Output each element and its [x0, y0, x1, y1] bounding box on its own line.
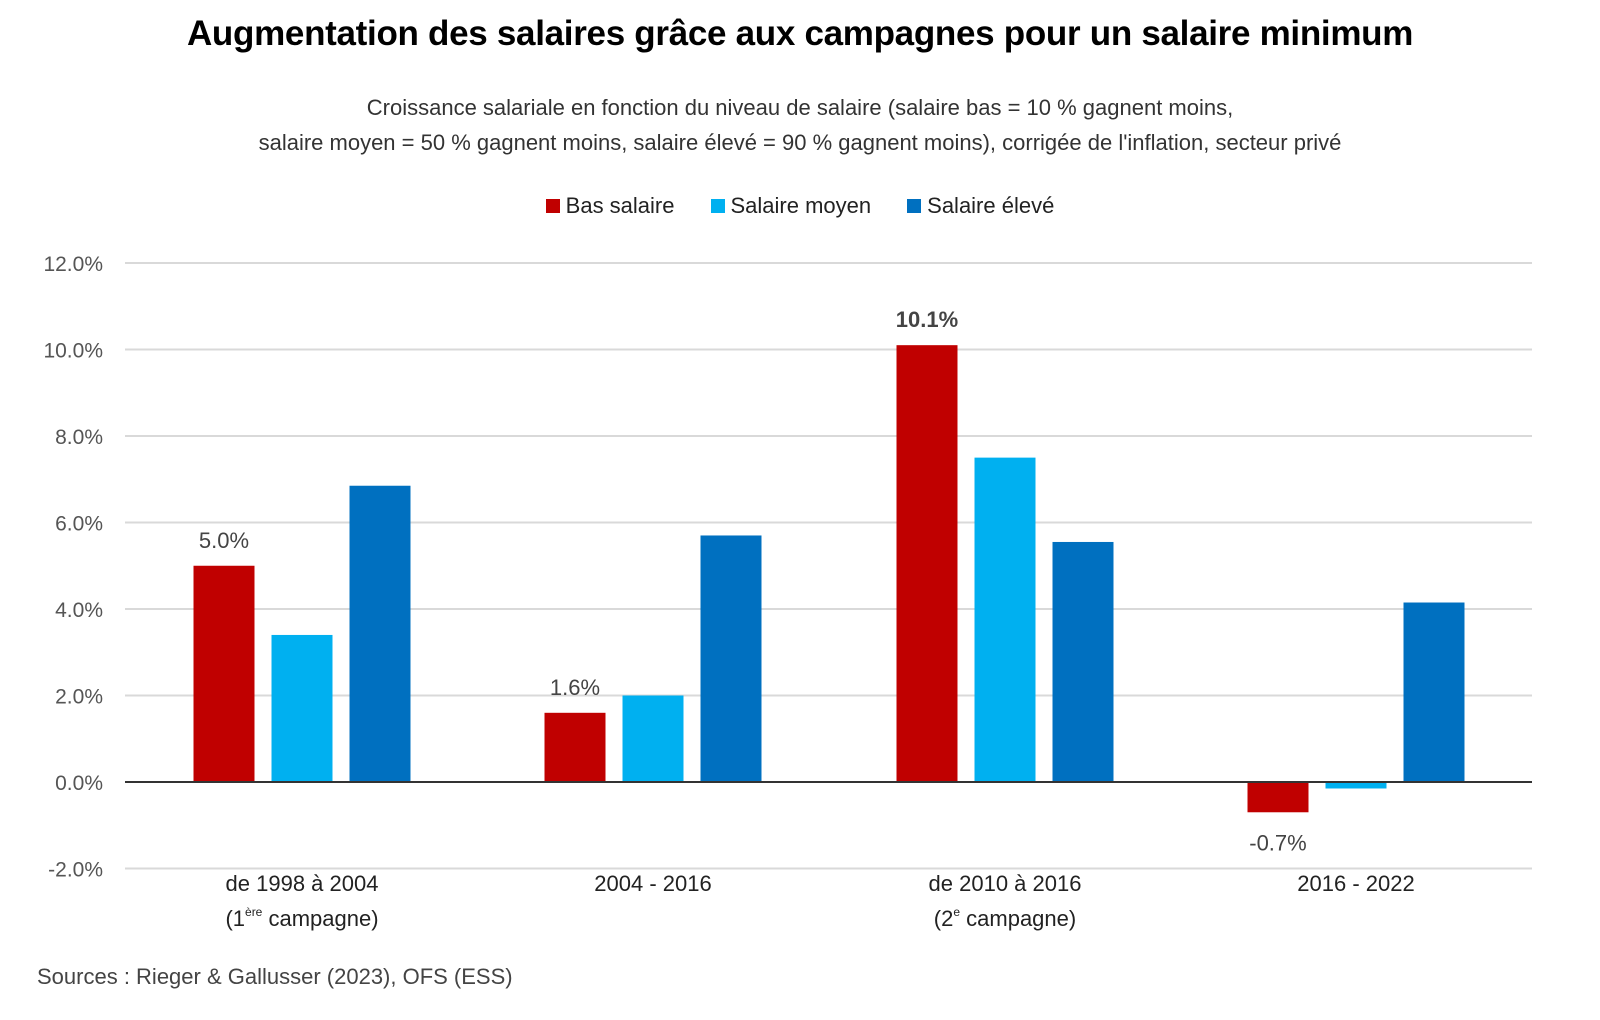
gridlines	[125, 262, 1532, 870]
bar-bas-salaire-3	[896, 345, 958, 782]
y-tick-label: 0.0%	[55, 772, 103, 795]
y-tick-label: 12.0%	[43, 253, 103, 276]
bar-salaire-eleve-4	[1403, 602, 1465, 782]
data-label: 1.6%	[550, 675, 600, 700]
bar-bas-salaire-1	[193, 565, 255, 782]
x-category-label: 2016 - 2022	[1297, 871, 1414, 896]
y-tick-label: 8.0%	[55, 426, 103, 449]
bar-bas-salaire-2	[544, 712, 606, 782]
x-axis-category-labels: de 1998 à 2004 (1ère campagne) 2004 - 2016…	[225, 871, 1414, 931]
bar-bas-salaire-4	[1247, 782, 1309, 813]
bar-salaire-eleve-2	[700, 535, 762, 782]
bar-salaire-eleve-3	[1052, 541, 1114, 782]
y-tick-label: 4.0%	[55, 599, 103, 622]
legend-label-salaire-eleve: Salaire élevé	[927, 193, 1055, 218]
y-tick-label: -2.0%	[48, 859, 103, 882]
y-tick-label: 2.0%	[55, 686, 103, 709]
legend-swatch-salaire-eleve	[907, 199, 922, 213]
x-category-sublabel: (1ère campagne)	[225, 905, 378, 931]
chart-subtitle-line-2: salaire moyen = 50 % gagnent moins, sala…	[258, 130, 1342, 155]
legend-swatch-bas-salaire	[545, 199, 560, 213]
legend-swatch-salaire-moyen	[710, 199, 725, 213]
legend-label-bas-salaire: Bas salaire	[565, 193, 675, 218]
legend-item-salaire-eleve: Salaire élevé	[907, 193, 1054, 219]
chart-title: Augmentation des salaires grâce aux camp…	[186, 14, 1414, 53]
y-tick-label: 6.0%	[55, 513, 103, 536]
legend-item-bas-salaire: Bas salaire	[545, 193, 675, 219]
x-category-label: 2004 - 2016	[594, 871, 711, 896]
legend-item-salaire-moyen: Salaire moyen	[710, 193, 872, 219]
bar-salaire-moyen-1	[271, 634, 333, 782]
y-axis-tick-labels: -2.0% 0.0% 2.0% 4.0% 6.0% 8.0% 10.0% 12.0%	[43, 253, 103, 882]
x-category-label: de 2010 à 2016	[929, 871, 1082, 896]
x-category-sublabel: (2e campagne)	[934, 905, 1076, 931]
chart-subtitle-line-1: Croissance salariale en fonction du nive…	[366, 95, 1234, 120]
chart-legend: Bas salaire Salaire moyen Salaire élevé	[0, 193, 1600, 219]
bar-salaire-eleve-1	[349, 485, 411, 782]
data-label: 5.0%	[199, 528, 249, 553]
y-tick-label: 10.0%	[43, 340, 103, 363]
data-label: 10.1%	[896, 307, 958, 332]
data-labels: 5.0% 1.6% 10.1% -0.7%	[199, 307, 1307, 855]
legend-label-salaire-moyen: Salaire moyen	[730, 193, 872, 218]
x-category-label: de 1998 à 2004	[226, 871, 379, 896]
data-label: -0.7%	[1249, 830, 1306, 855]
bar-salaire-moyen-4	[1325, 782, 1387, 789]
bars	[193, 345, 1465, 813]
bar-salaire-moyen-2	[622, 695, 684, 782]
bar-salaire-moyen-3	[974, 457, 1036, 782]
chart-source-note: Sources : Rieger & Gallusser (2023), OFS…	[37, 964, 513, 989]
